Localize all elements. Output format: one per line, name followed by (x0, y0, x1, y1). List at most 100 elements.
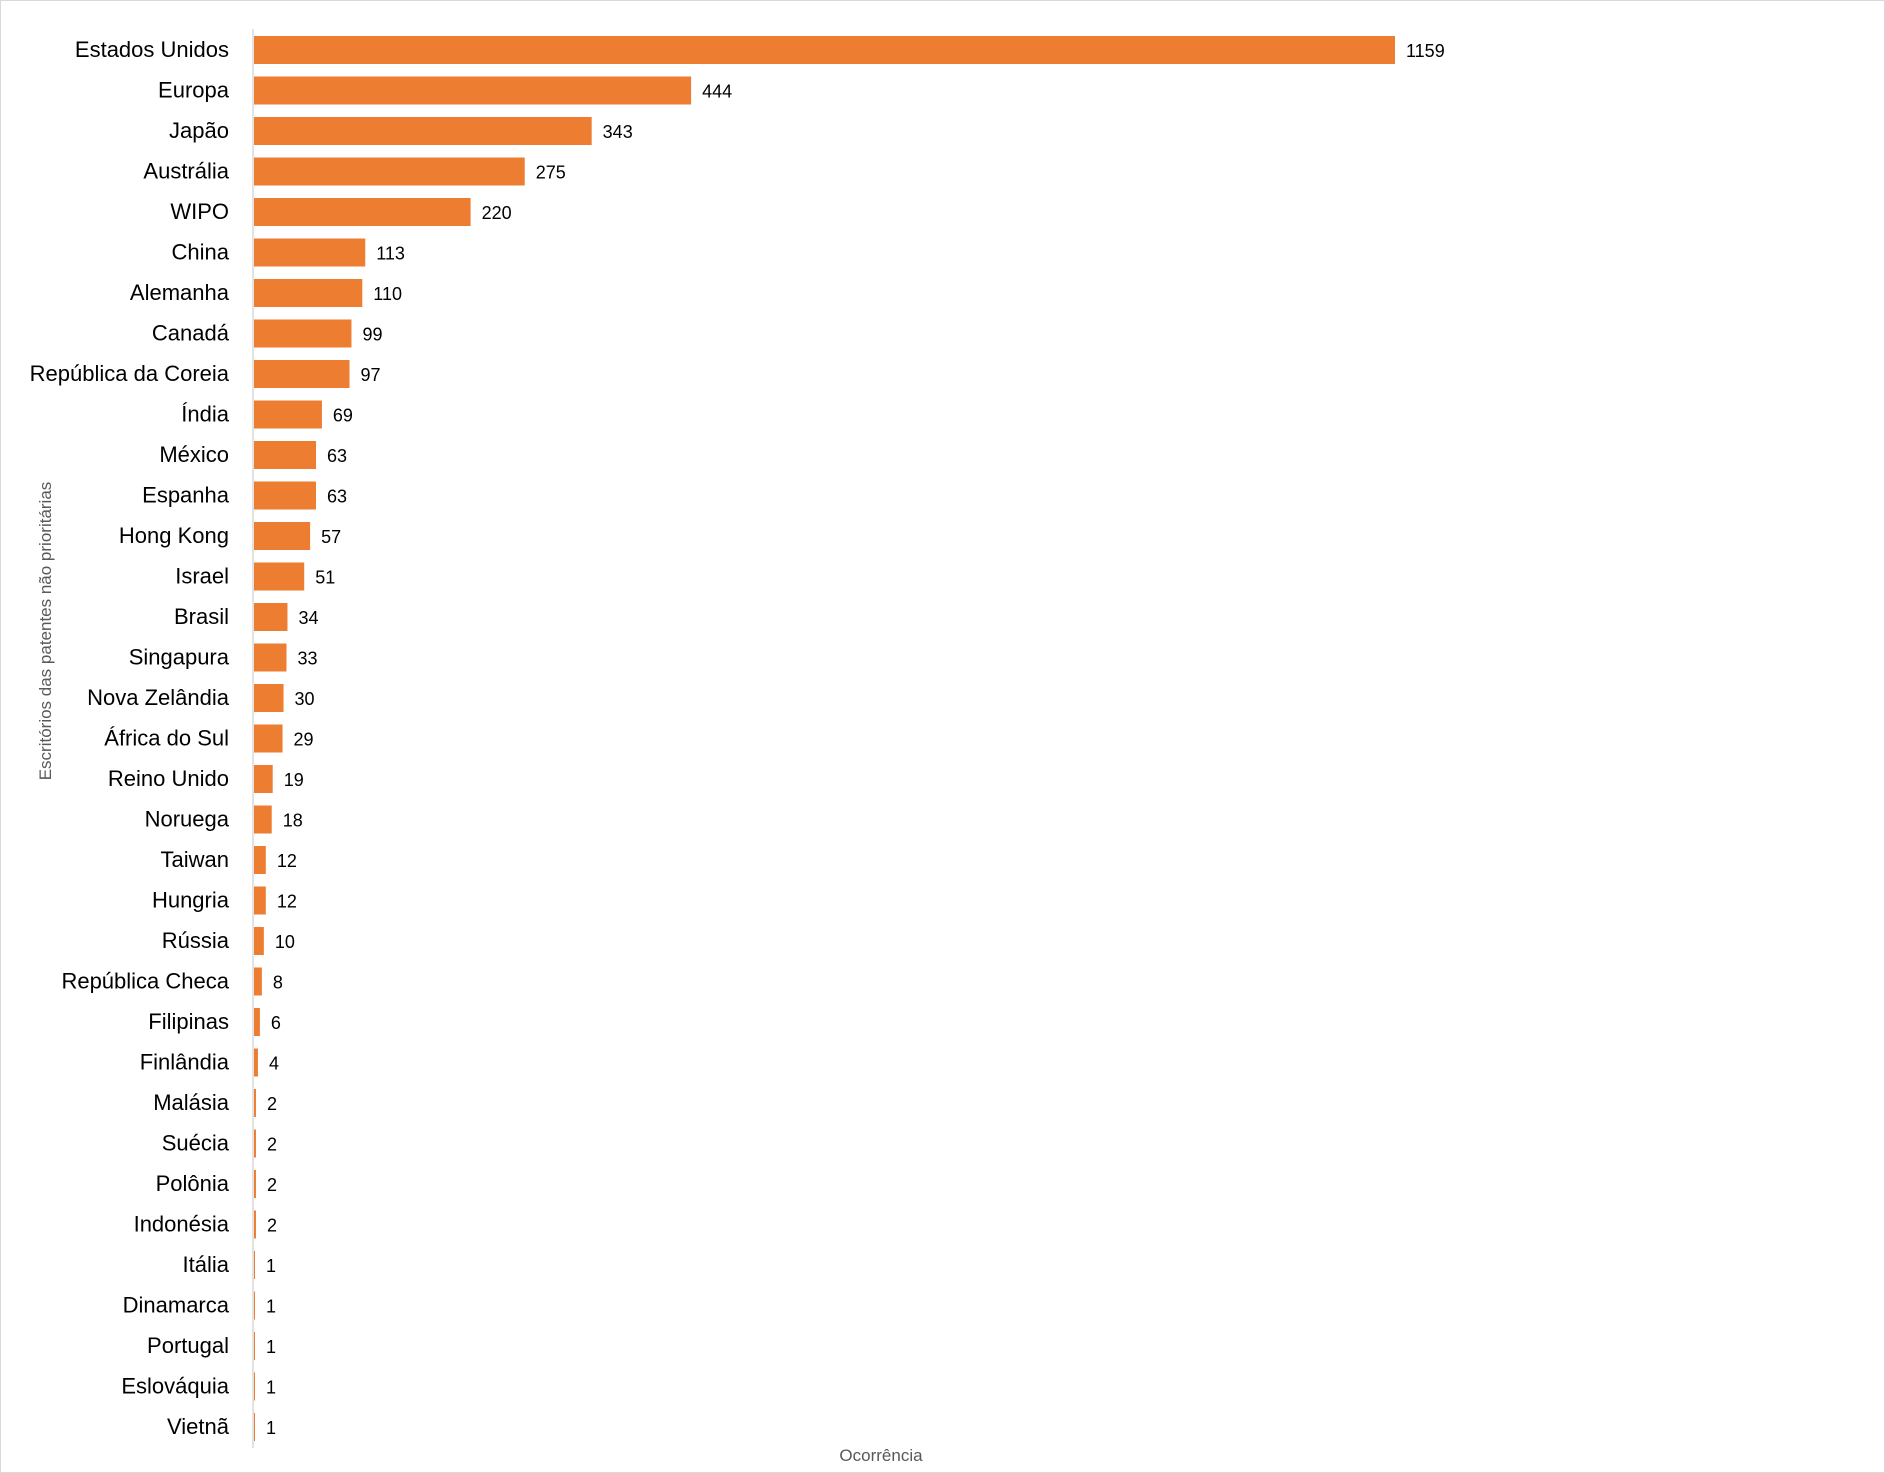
category-label: Hungria (152, 888, 230, 913)
category-label: Filipinas (148, 1009, 229, 1034)
bar (254, 522, 311, 550)
bar (254, 1048, 258, 1077)
bar (254, 36, 1395, 64)
bar (254, 967, 262, 996)
value-label: 113 (376, 244, 405, 264)
category-label: Suécia (162, 1131, 230, 1156)
value-label: 1 (266, 1256, 276, 1276)
category-label: Eslováquia (121, 1374, 229, 1399)
category-label: Estados Unidos (75, 37, 229, 62)
bar (254, 76, 692, 105)
category-label: Malásia (153, 1090, 230, 1115)
value-label: 1159 (1406, 41, 1445, 61)
bar (254, 1008, 260, 1036)
bar (254, 886, 266, 915)
value-label: 10 (275, 932, 295, 952)
value-label: 34 (298, 608, 318, 628)
value-label: 97 (360, 365, 380, 385)
category-label: Rússia (162, 928, 230, 953)
bars-layer (254, 36, 1395, 1441)
bar (254, 117, 592, 145)
bar (254, 319, 352, 348)
bar (254, 441, 317, 469)
category-label: Austrália (143, 159, 229, 184)
value-label: 29 (294, 730, 314, 750)
value-label: 19 (284, 770, 304, 790)
category-label: Vietnã (167, 1414, 230, 1439)
bar (254, 805, 272, 834)
bar (254, 400, 322, 429)
bar (254, 724, 283, 753)
value-label: 1 (266, 1378, 276, 1398)
value-label: 30 (295, 689, 315, 709)
bar (254, 157, 525, 186)
value-label: 2 (267, 1094, 277, 1114)
category-label: Singapura (129, 645, 230, 670)
category-label: Dinamarca (123, 1293, 230, 1318)
x-axis-title: Ocorrência (839, 1446, 923, 1465)
category-label: África do Sul (104, 726, 229, 751)
value-label: 51 (315, 568, 335, 588)
value-label: 12 (277, 892, 297, 912)
category-labels: Estados Unidos Europa Japão Austrália WIPO Ch… (30, 37, 230, 1439)
value-label: 63 (327, 446, 347, 466)
value-label: 18 (283, 811, 303, 831)
bar (254, 1332, 255, 1360)
bar (254, 279, 363, 307)
bar (254, 1413, 255, 1441)
category-label: WIPO (170, 199, 229, 224)
value-label: 69 (333, 406, 353, 426)
value-label: 12 (277, 851, 297, 871)
y-axis-title: Escritórios das patentes não prioritária… (36, 482, 55, 781)
category-label: Finlândia (140, 1050, 230, 1075)
value-label: 220 (482, 203, 512, 223)
value-label: 2 (267, 1175, 277, 1195)
category-label: Taiwan (161, 847, 229, 872)
bar (254, 1251, 255, 1279)
category-label: Espanha (142, 483, 230, 508)
bar (254, 684, 284, 712)
value-label: 444 (702, 82, 732, 102)
category-label: Indonésia (134, 1212, 230, 1237)
category-label: Itália (183, 1252, 230, 1277)
bar (254, 846, 266, 874)
bar (254, 1210, 256, 1239)
bar (254, 643, 287, 672)
bar (254, 238, 366, 267)
bar (254, 481, 317, 510)
value-label: 8 (273, 973, 283, 993)
value-label: 63 (327, 487, 347, 507)
category-label: Israel (175, 564, 229, 589)
value-label: 99 (362, 325, 382, 345)
category-label: Canadá (152, 321, 230, 346)
category-label: Noruega (145, 807, 230, 832)
bar (254, 927, 264, 955)
category-label: Portugal (147, 1333, 229, 1358)
value-label: 110 (373, 284, 402, 304)
value-labels: 1159444343275220113110999769636357513433… (266, 41, 1445, 1438)
bar (254, 360, 350, 388)
bar (254, 765, 273, 793)
value-label: 6 (271, 1013, 281, 1033)
bar (254, 603, 288, 631)
value-label: 4 (269, 1054, 279, 1074)
value-label: 2 (267, 1135, 277, 1155)
category-label: Alemanha (130, 280, 230, 305)
category-label: China (172, 240, 230, 265)
category-label: República Checa (61, 969, 229, 994)
category-label: República da Coreia (30, 361, 230, 386)
value-label: 343 (603, 122, 633, 142)
value-label: 275 (536, 163, 566, 183)
value-label: 57 (321, 527, 341, 547)
category-label: Nova Zelândia (87, 685, 230, 710)
value-label: 1 (266, 1418, 276, 1438)
category-label: Reino Unido (108, 766, 229, 791)
value-label: 1 (266, 1297, 276, 1317)
bar (254, 1372, 255, 1401)
category-label: Europa (158, 78, 230, 103)
bar (254, 1089, 256, 1117)
bar (254, 1129, 256, 1158)
category-label: Polônia (156, 1171, 230, 1196)
category-label: Índia (181, 402, 229, 427)
